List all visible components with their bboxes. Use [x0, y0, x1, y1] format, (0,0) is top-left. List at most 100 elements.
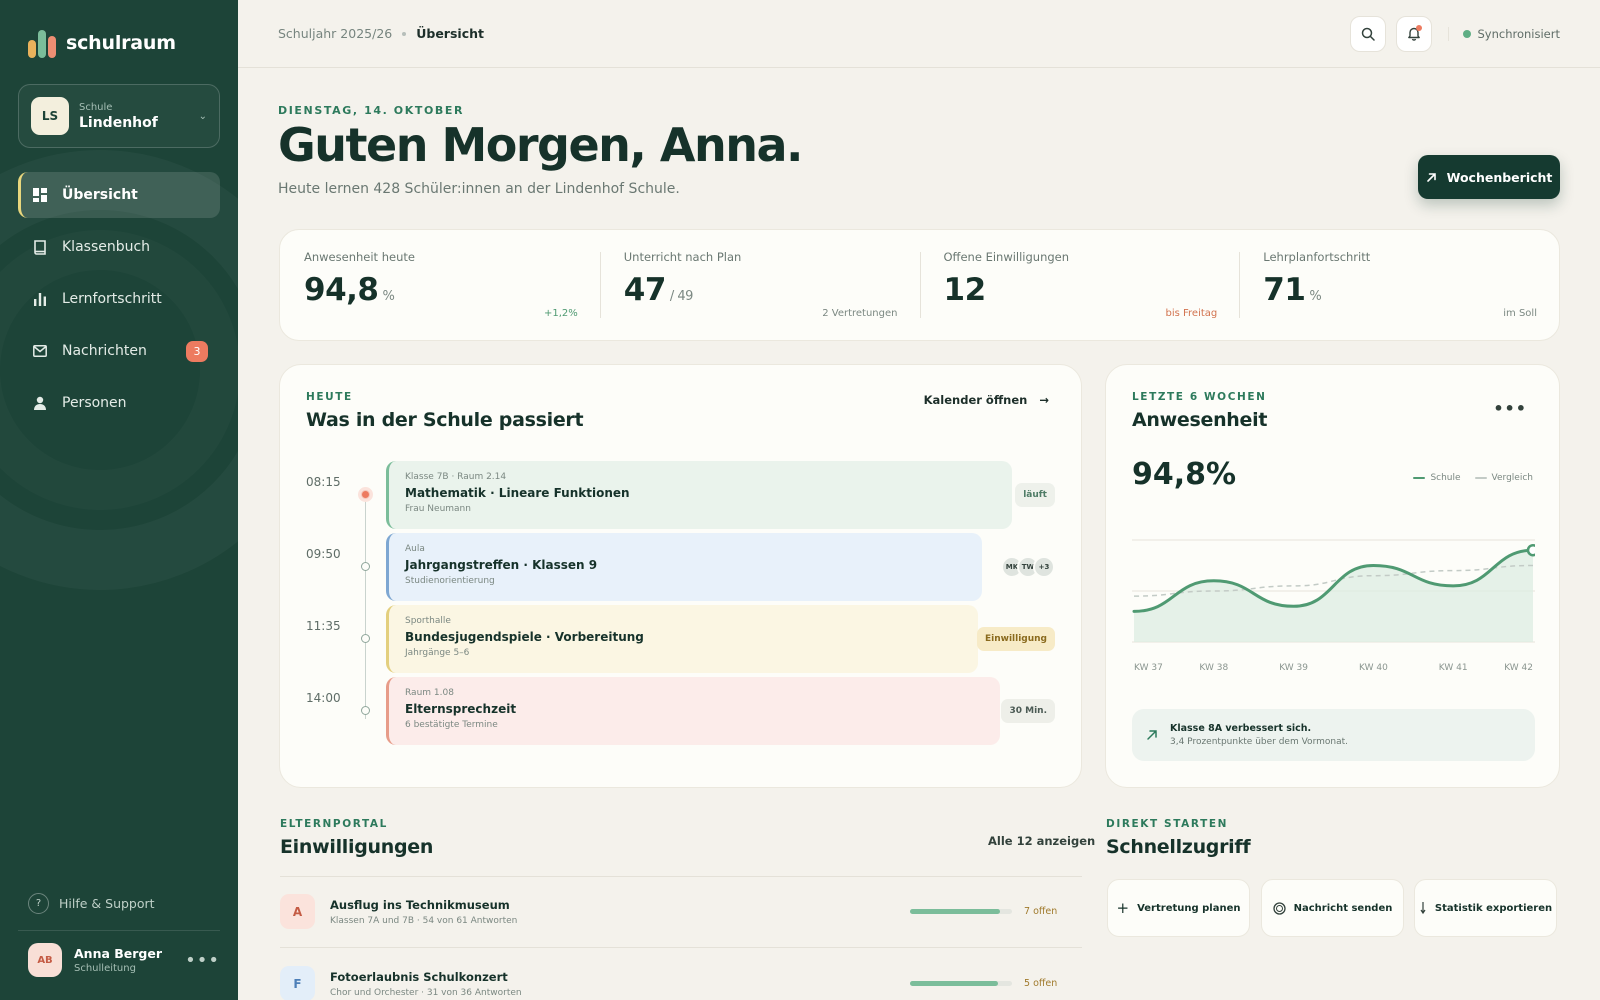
progress-bar [910, 981, 1012, 986]
chevron-down-icon: ⌄ [198, 110, 207, 122]
series-line-schule [1132, 548, 1535, 613]
plan-substitution-button[interactable]: + Vertretung planen [1107, 879, 1250, 937]
kpi-label: Unterricht nach Plan [623, 250, 742, 264]
topbar: Schuljahr 2025/26 Übersicht Synchronisie… [238, 0, 1600, 68]
mail-icon [32, 343, 48, 359]
progress-fill [910, 909, 1001, 914]
help-support-link[interactable]: ? Hilfe & Support [28, 893, 155, 914]
unread-badge: 3 [186, 341, 208, 362]
list-item[interactable]: A Ausflug ins Technikmuseum Klassen 7A u… [280, 876, 1082, 948]
event-subtitle: Jahrgänge 5–6 [405, 648, 470, 658]
open-calendar-link[interactable]: Kalender öffnen → [924, 393, 1049, 407]
avatar-overflow: +3 [1033, 556, 1055, 578]
sidebar-item-nachrichten[interactable]: Nachrichten 3 [18, 328, 220, 374]
notification-dot [1415, 24, 1422, 31]
series-line-vergleich [1133, 564, 1534, 597]
school-switcher[interactable]: LS Schule Lindenhof ⌄ [18, 84, 220, 148]
card-eyebrow: HEUTE [306, 391, 353, 403]
duration-badge: 30 Min. [1001, 699, 1055, 723]
weekly-report-button[interactable]: Wochenbericht [1418, 155, 1560, 199]
event-time: 08:15 [306, 475, 341, 489]
x-tick-label: KW 42 [1504, 663, 1533, 673]
event-card[interactable]: Sporthalle Bundesjugendspiele · Vorberei… [386, 605, 978, 673]
event-meta: Aula [405, 544, 425, 554]
person-icon [32, 395, 48, 411]
breadcrumb-separator [402, 31, 407, 36]
legend-item: Schule [1413, 473, 1461, 483]
insight-banner[interactable]: Klasse 8A verbessert sich. 3,4 Prozentpu… [1132, 709, 1535, 761]
kpi-unit: % [382, 289, 395, 304]
timeline-dot [361, 562, 370, 571]
plus-icon: + [1116, 899, 1130, 917]
sync-label: Synchronisiert [1477, 26, 1561, 41]
quick-access-header: DIREKT STARTEN Schnellzugriff [1106, 818, 1251, 858]
kpi-value: 71 [1263, 272, 1306, 308]
kpi-attendance: Anwesenheit heute 94,8% +1,2% [280, 230, 600, 340]
kpi-value: 94,8 [304, 272, 379, 308]
event-card[interactable]: Aula Jahrgangstreffen · Klassen 9 Studie… [386, 533, 982, 601]
breadcrumb-current: Übersicht [416, 26, 484, 41]
send-message-button[interactable]: Nachricht senden [1261, 879, 1404, 937]
attendance-line-chart: KW 37 KW 38 KW 39 KW 40 KW 41 KW 42 [1132, 539, 1535, 673]
consent-title: Ausflug ins Technikmuseum [330, 897, 510, 912]
kpi-note: +1,2% [543, 308, 578, 319]
chart-legend: Schule Vergleich [1413, 473, 1533, 483]
kpi-note: bis Freitag [1165, 308, 1218, 319]
export-statistics-button[interactable]: Statistik exportieren [1414, 879, 1557, 937]
consent-avatar: A [280, 894, 315, 929]
consent-title: Fotoerlaubnis Schulkonzert [330, 969, 508, 984]
event-meta: Raum 1.08 [405, 688, 454, 698]
legend-item: Vergleich [1474, 473, 1533, 483]
help-label: Hilfe & Support [59, 896, 155, 911]
arrow-up-right-icon [1426, 172, 1436, 182]
live-indicator [361, 490, 370, 499]
kpi-label: Offene Einwilligungen [943, 250, 1070, 264]
show-all-consents-link[interactable]: Alle 12 anzeigen [988, 834, 1096, 848]
event-time: 14:00 [306, 691, 341, 705]
legend-label: Schule [1430, 473, 1461, 483]
user-role: Schulleitung [74, 963, 136, 974]
sidebar-item-label: Übersicht [62, 187, 138, 203]
list-item[interactable]: F Fotoerlaubnis Schulkonzert Chor und Or… [280, 948, 1082, 1000]
sidebar-item-uebersicht[interactable]: Übersicht [18, 172, 220, 218]
event-card[interactable]: Raum 1.08 Elternsprechzeit 6 bestätigte … [386, 677, 1000, 745]
user-profile[interactable]: AB Anna Berger Schulleitung ••• [18, 930, 220, 977]
search-button[interactable] [1349, 15, 1386, 52]
event-subtitle: 6 bestätigte Termine [405, 720, 498, 730]
sidebar-item-lernfortschritt[interactable]: Lernfortschritt [18, 276, 220, 322]
trend-up-icon [1147, 730, 1157, 740]
breadcrumb-year[interactable]: Schuljahr 2025/26 [278, 26, 393, 41]
x-tick-label: KW 39 [1279, 663, 1308, 673]
logo-icon [28, 28, 58, 58]
insight-subtitle: 3,4 Prozentpunkte über dem Vormonat. [1170, 737, 1348, 747]
event-card[interactable]: Klasse 7B · Raum 2.14 Mathematik · Linea… [386, 461, 1012, 529]
event-title: Jahrgangstreffen · Klassen 9 [405, 558, 598, 572]
kpi-label: Lehrplanfortschritt [1263, 250, 1371, 264]
sidebar-item-personen[interactable]: Personen [18, 380, 220, 426]
attendee-avatars[interactable]: MK TW +3 [1001, 556, 1055, 578]
page-title: Guten Morgen, Anna. [278, 118, 804, 172]
event-title: Mathematik · Lineare Funktionen [405, 486, 630, 500]
more-options-icon[interactable]: ••• [1493, 399, 1527, 418]
kpi-lessons: Unterricht nach Plan 47/ 49 2 Vertretung… [599, 230, 920, 340]
section-eyebrow: DIREKT STARTEN [1106, 818, 1229, 830]
dashboard-icon [32, 187, 48, 203]
brand[interactable]: schulraum [28, 28, 176, 58]
status-dot [1462, 29, 1471, 38]
series-area-schule [1134, 550, 1533, 642]
more-icon[interactable]: ••• [185, 949, 220, 971]
open-calendar-label: Kalender öffnen [923, 393, 1028, 407]
school-label: Schule [79, 101, 113, 113]
weekly-report-label: Wochenbericht [1446, 169, 1553, 185]
notifications-button[interactable] [1395, 15, 1432, 52]
divider [280, 876, 1082, 877]
card-eyebrow: LETZTE 6 WOCHEN [1132, 391, 1267, 403]
event-subtitle: Frau Neumann [405, 504, 471, 514]
data-point [1526, 543, 1535, 557]
sidebar-item-klassenbuch[interactable]: Klassenbuch [18, 224, 220, 270]
kpi-value: 12 [943, 272, 987, 308]
kpi-note: im Soll [1503, 308, 1537, 319]
sidebar-item-label: Personen [62, 395, 127, 411]
event-time: 09:50 [306, 547, 341, 561]
kpi-consents: Offene Einwilligungen 12 bis Freitag [919, 230, 1240, 340]
